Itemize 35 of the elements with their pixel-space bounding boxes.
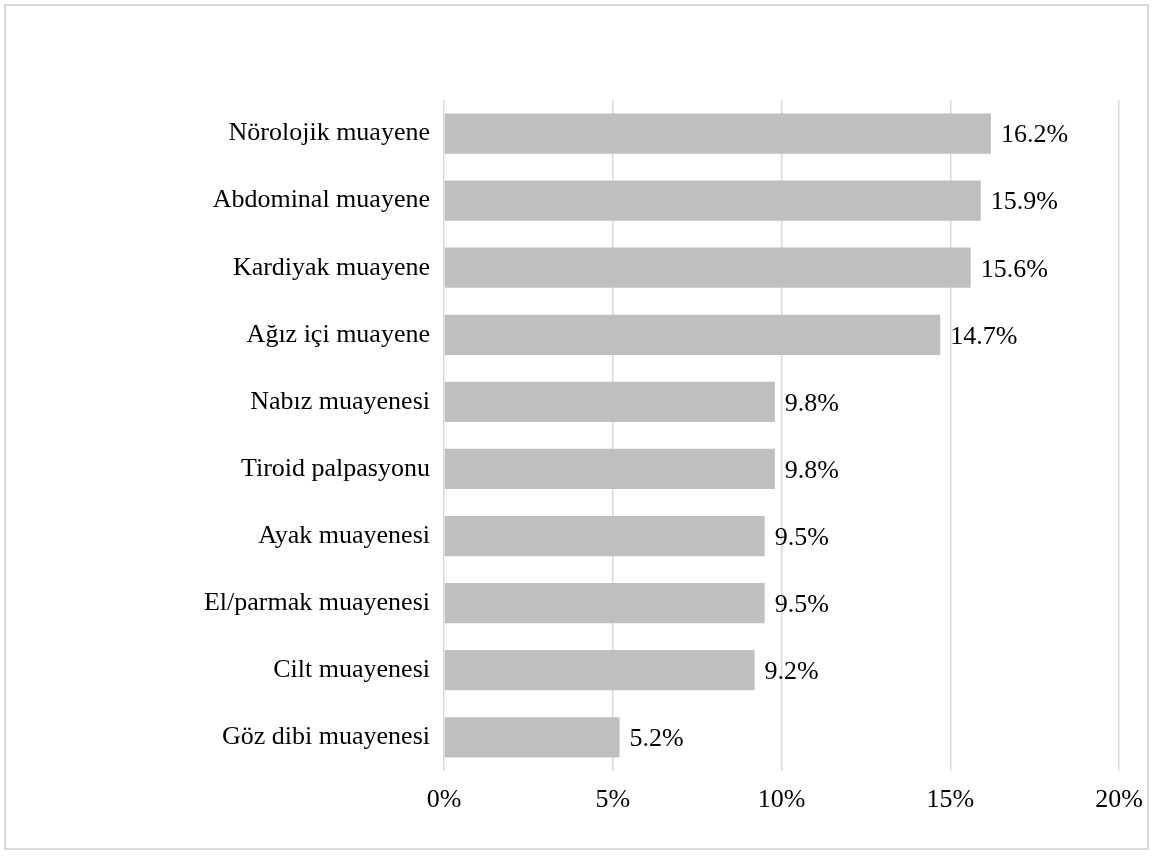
bar: [444, 381, 775, 422]
y-tick-label: Cilt muayenesi: [273, 654, 430, 684]
data-label: 9.5%: [774, 588, 829, 618]
bar: [444, 650, 755, 691]
x-tick-label: 5%: [595, 784, 631, 814]
data-label: 14.7%: [950, 320, 1018, 350]
y-tick-label: El/parmak muayenesi: [203, 586, 430, 616]
bar: [444, 448, 775, 490]
bar: [444, 717, 620, 758]
data-label: 16.2%: [1000, 119, 1069, 149]
y-tick-label: Göz dibi muayenesi: [222, 721, 430, 751]
x-tick-label: 15%: [926, 784, 975, 814]
bar: [444, 247, 971, 288]
bar: [444, 582, 765, 624]
data-label: 9.8%: [784, 387, 839, 417]
data-label: 9.5%: [774, 521, 829, 551]
y-tick-label: Ağız içi muayene: [246, 318, 430, 348]
x-tick-label: 10%: [757, 784, 806, 814]
y-tick-label: Abdominal muayene: [212, 184, 430, 214]
data-label: 9.2%: [764, 656, 819, 686]
x-tick-label: 0%: [426, 784, 462, 814]
y-tick-label: Nabız muayenesi: [250, 385, 430, 415]
y-tick-label: Tiroid palpasyonu: [240, 452, 430, 482]
data-label: 5.2%: [629, 723, 684, 753]
bar: [444, 113, 991, 154]
bar: [444, 314, 941, 355]
y-tick-label: Kardiyak muayene: [232, 251, 430, 281]
bar: [444, 180, 981, 221]
data-label: 15.9%: [990, 186, 1058, 216]
bar: [444, 515, 765, 557]
y-tick-label: Ayak muayenesi: [258, 519, 430, 549]
x-tick-label: 20%: [1095, 784, 1144, 814]
data-label: 15.6%: [980, 253, 1048, 283]
y-tick-label: Nörolojik muayene: [228, 117, 430, 147]
data-label: 9.8%: [784, 454, 839, 484]
